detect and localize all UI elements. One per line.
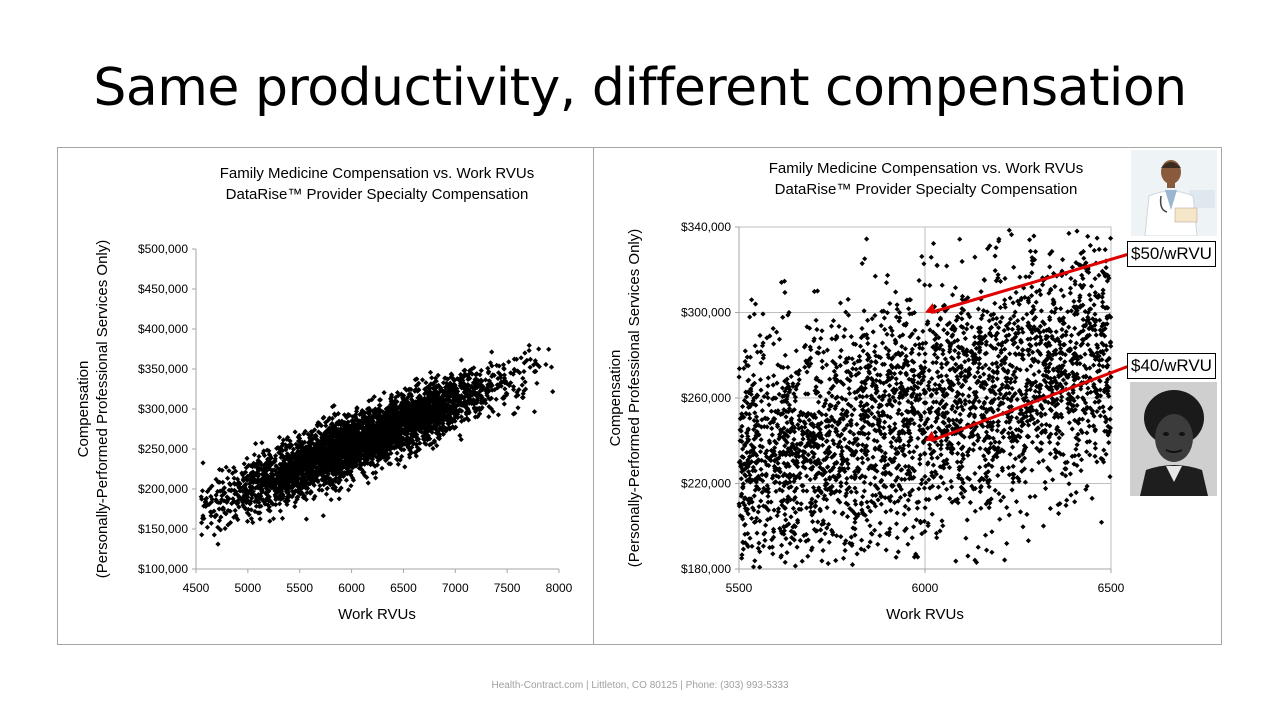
right-x-tick-label: 6000 (912, 581, 939, 595)
left-y-tick-label: $150,000 (138, 522, 188, 536)
left-x-tick-label: 5500 (286, 581, 313, 595)
right-x-tick-label: 6500 (1098, 581, 1125, 595)
right-chart-subtitle: DataRise™ Provider Specialty Compensatio… (775, 181, 1078, 198)
annotation-arrowhead (925, 430, 936, 442)
left-y-tick-label: $250,000 (138, 442, 188, 456)
annotation-arrow-low (930, 364, 1130, 443)
left-scatter-marks (198, 342, 556, 547)
left-scatter-points (198, 342, 556, 547)
right-y-axis-label-line1: Compensation (607, 350, 624, 447)
right-y-tick-label: $180,000 (681, 562, 731, 576)
right-chart-title: Family Medicine Compensation vs. Work RV… (769, 160, 1084, 177)
chart-frame (57, 147, 1222, 645)
left-x-tick-label: 6500 (390, 581, 417, 595)
left-y-tick-label: $200,000 (138, 482, 188, 496)
left-y-tick-label: $350,000 (138, 362, 188, 376)
left-y-tick-label: $400,000 (138, 322, 188, 336)
top-photo (1131, 150, 1217, 236)
right-y-tick-label: $220,000 (681, 477, 731, 491)
left-chart-title: Family Medicine Compensation vs. Work RV… (220, 165, 535, 182)
left-x-axis-label: Work RVUs (338, 606, 416, 623)
smiling-doctor-icon (1131, 150, 1217, 236)
left-y-axis-label-line1: Compensation (75, 361, 92, 458)
right-x-tick-label: 5500 (726, 581, 753, 595)
left-plot-area: $100,000 $150,000 $200,000 $250,000 $300,000… (138, 242, 573, 595)
panel-divider (593, 147, 594, 645)
left-y-tick-label: $500,000 (138, 242, 188, 256)
left-x-tick-label: 8000 (546, 581, 573, 595)
left-y-axis-label-line2: (Personally-Performed Professional Servi… (94, 240, 111, 578)
bottom-photo (1130, 382, 1217, 496)
left-y-tick-label: $300,000 (138, 402, 188, 416)
slide-title: Same productivity, different compensatio… (93, 58, 1187, 118)
callout-50-per-wrvu: $50/wRVU (1127, 241, 1216, 267)
left-y-tick-label: $450,000 (138, 282, 188, 296)
annotation-arrowhead (925, 303, 936, 314)
callout-40-per-wrvu: $40/wRVU (1127, 353, 1216, 379)
annotation-arrows (925, 252, 1130, 443)
left-x-tick-label: 4500 (183, 581, 210, 595)
left-x-tick-label: 7000 (442, 581, 469, 595)
left-chart-subtitle: DataRise™ Provider Specialty Compensatio… (226, 186, 529, 203)
left-x-tick-label: 5000 (235, 581, 262, 595)
annotation-arrow-high (930, 252, 1130, 314)
right-y-tick-label: $260,000 (681, 391, 731, 405)
right-y-axis-label-line2: (Personally-Performed Professional Servi… (626, 229, 643, 567)
right-x-axis-label: Work RVUs (886, 606, 964, 623)
left-y-tick-label: $100,000 (138, 562, 188, 576)
right-y-tick-label: $300,000 (681, 306, 731, 320)
left-x-tick-label: 6000 (338, 581, 365, 595)
left-x-tick-label: 7500 (494, 581, 521, 595)
footer: Health-Contract.com | Littleton, CO 8012… (491, 680, 789, 691)
right-y-tick-label: $340,000 (681, 220, 731, 234)
portrait-icon (1130, 382, 1217, 496)
